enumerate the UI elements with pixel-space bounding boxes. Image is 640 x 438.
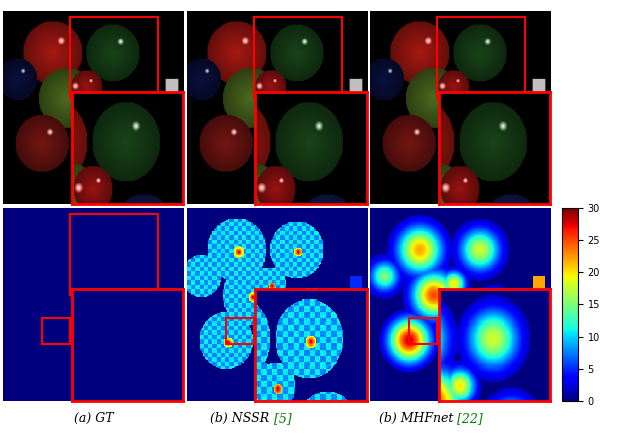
Text: [5]: [5] [274, 412, 291, 425]
Text: (b) NSSR: (b) NSSR [211, 412, 274, 425]
Text: (a) GT: (a) GT [74, 412, 113, 425]
Bar [226, 318, 254, 344]
Text: (b) MHFnet: (b) MHFnet [379, 412, 457, 425]
Bar [70, 18, 159, 98]
Text: [22]: [22] [457, 412, 483, 425]
Bar [254, 18, 342, 98]
Bar [42, 318, 70, 344]
Bar [70, 215, 159, 295]
Bar [437, 18, 525, 98]
Bar [409, 318, 437, 344]
